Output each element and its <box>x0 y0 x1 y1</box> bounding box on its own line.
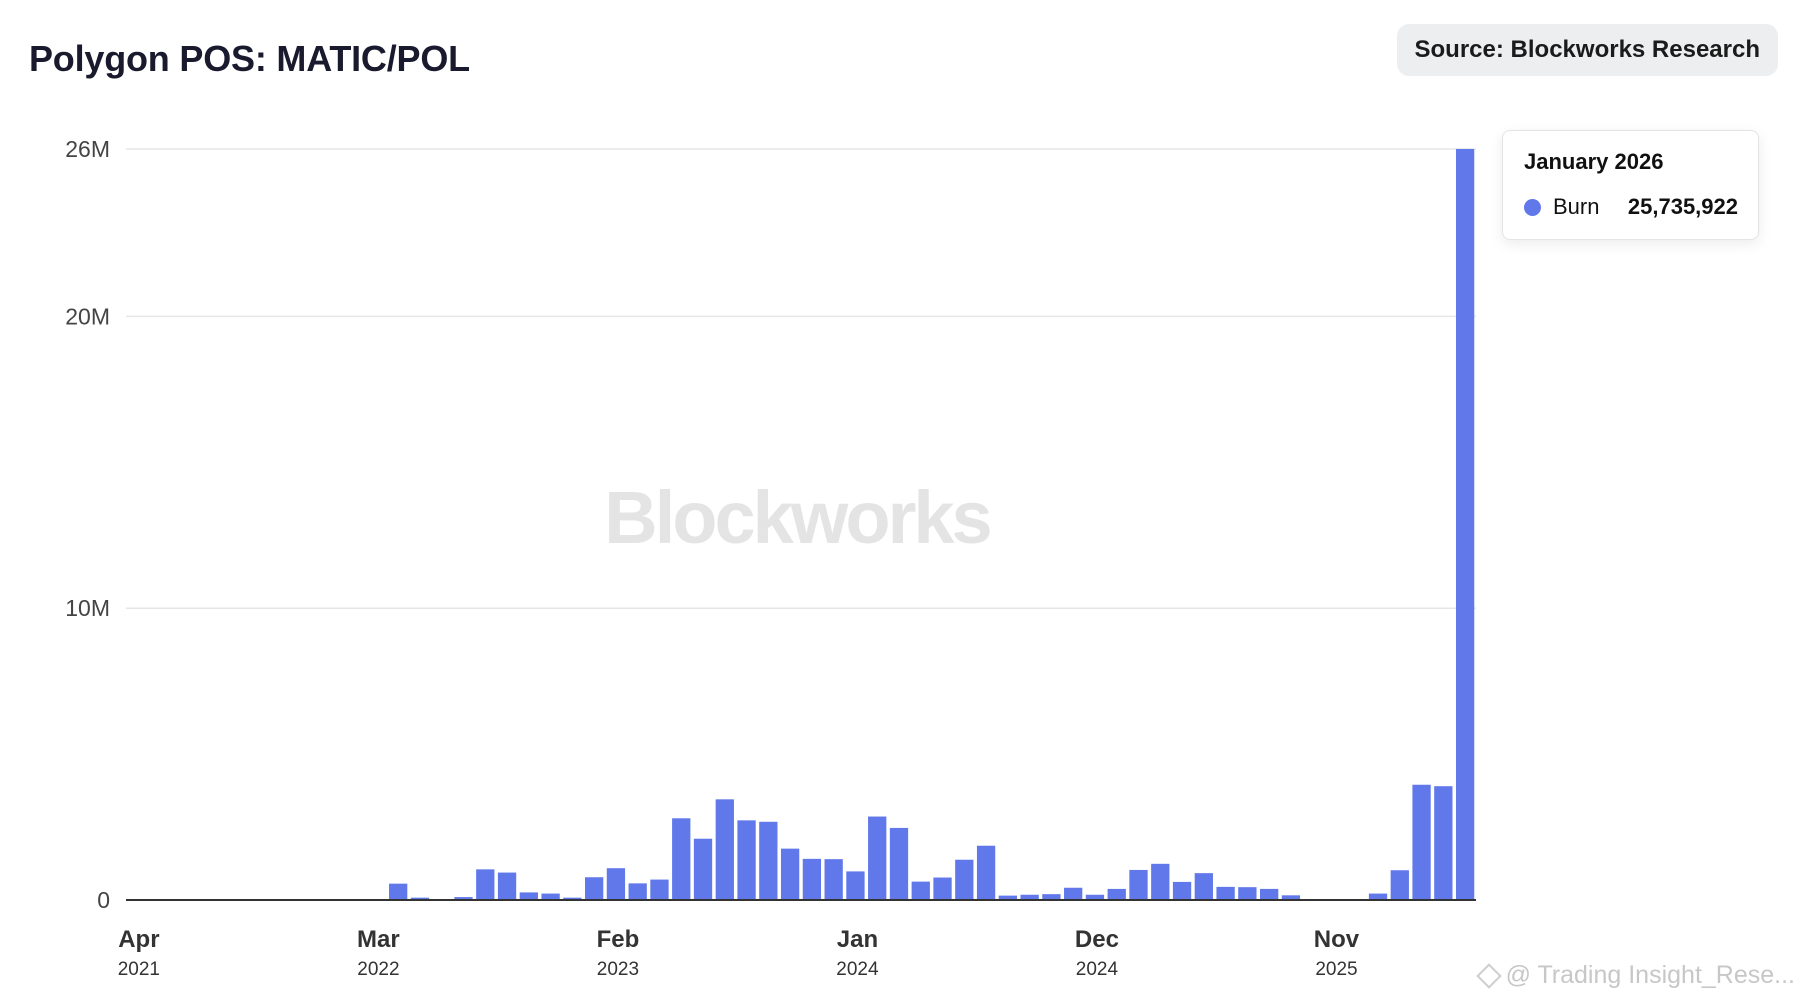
bar[interactable] <box>933 877 952 900</box>
diamond-icon <box>1475 962 1502 989</box>
bar[interactable] <box>672 818 691 900</box>
y-tick-label: 0 <box>97 887 110 913</box>
tooltip-title: January 2026 <box>1524 149 1664 174</box>
bar[interactable] <box>715 799 734 900</box>
bar[interactable] <box>1085 894 1105 900</box>
x-tick-month-label: Nov <box>1314 926 1360 953</box>
bar[interactable] <box>1064 887 1083 900</box>
bar[interactable] <box>780 848 800 900</box>
bar[interactable] <box>1260 888 1279 900</box>
bar[interactable] <box>889 827 909 900</box>
bar[interactable] <box>476 869 495 900</box>
series-dot-icon <box>1524 198 1541 216</box>
x-tick-year-label: 2022 <box>357 959 399 980</box>
bar[interactable] <box>585 877 604 900</box>
page-title: Polygon POS: MATIC/POL <box>29 38 470 79</box>
x-tick-month-label: Dec <box>1075 926 1119 953</box>
bar[interactable] <box>1151 863 1170 900</box>
bar[interactable] <box>737 820 756 900</box>
bar[interactable] <box>519 892 538 900</box>
bar[interactable] <box>628 883 647 900</box>
x-tick-year-label: 2021 <box>118 959 160 980</box>
bar[interactable] <box>802 858 822 900</box>
bars <box>389 149 1475 900</box>
x-axis-labels: Apr 2021 Mar 2022 Feb 2023 Jan 2024 Dec 2024 Nov 20… <box>118 926 1360 980</box>
x-tick-month-label: Jan <box>837 926 878 953</box>
bar[interactable] <box>1042 894 1061 900</box>
bar[interactable] <box>389 883 408 900</box>
x-tick-month-label: Mar <box>357 926 400 953</box>
bar[interactable] <box>1194 873 1213 900</box>
bar[interactable] <box>824 859 843 900</box>
bar[interactable] <box>911 881 930 900</box>
bar[interactable] <box>1412 784 1431 900</box>
x-tick-month-label: Feb <box>597 926 640 953</box>
attribution-text: @ Trading Insight_Rese... <box>1505 961 1795 989</box>
bar[interactable] <box>410 897 430 900</box>
source-badge: Source: Blockworks Research <box>1396 24 1778 76</box>
bar[interactable] <box>454 897 473 900</box>
bar[interactable] <box>563 897 582 900</box>
bar[interactable] <box>759 821 778 900</box>
tooltip-row: Burn 25,735,922 <box>1524 194 1738 220</box>
bar[interactable] <box>1020 894 1039 900</box>
x-tick-year-label: 2024 <box>836 959 879 980</box>
x-tick-month-label: Apr <box>118 926 159 953</box>
bar[interactable] <box>1172 881 1192 900</box>
x-tick-year-label: 2023 <box>597 959 639 980</box>
attribution-watermark: @ Trading Insight_Rese... <box>1475 961 1795 990</box>
bar[interactable] <box>1455 149 1475 900</box>
bar[interactable] <box>955 859 974 900</box>
bar[interactable] <box>1281 895 1301 900</box>
grid-lines <box>126 148 1476 609</box>
tooltip-series: Burn <box>1553 194 1600 219</box>
bar[interactable] <box>1368 893 1388 900</box>
bar[interactable] <box>1107 888 1126 900</box>
bar[interactable] <box>606 868 626 900</box>
tooltip: January 2026 Burn 25,735,922 <box>1502 130 1759 240</box>
bar[interactable] <box>1434 786 1453 900</box>
y-axis-labels: 0 10M 20M 26M <box>65 136 110 913</box>
y-tick-label: 26M <box>65 136 110 162</box>
bar[interactable] <box>1238 887 1257 900</box>
bar[interactable] <box>650 879 669 900</box>
bar[interactable] <box>1216 886 1235 900</box>
bar[interactable] <box>693 838 713 900</box>
bar[interactable] <box>541 893 560 900</box>
bar[interactable] <box>976 845 996 900</box>
bar[interactable] <box>1129 869 1148 900</box>
bar[interactable] <box>497 872 517 900</box>
watermark-text: Blockworks <box>604 476 990 559</box>
bar[interactable] <box>998 895 1017 900</box>
tooltip-value: 25,735,922 <box>1627 194 1738 219</box>
bar[interactable] <box>868 816 887 900</box>
x-tick-year-label: 2024 <box>1076 959 1119 980</box>
x-tick-year-label: 2025 <box>1315 959 1357 980</box>
bar[interactable] <box>846 871 865 900</box>
y-tick-label: 10M <box>65 595 110 621</box>
y-tick-label: 20M <box>65 303 110 329</box>
bar[interactable] <box>1390 870 1409 900</box>
